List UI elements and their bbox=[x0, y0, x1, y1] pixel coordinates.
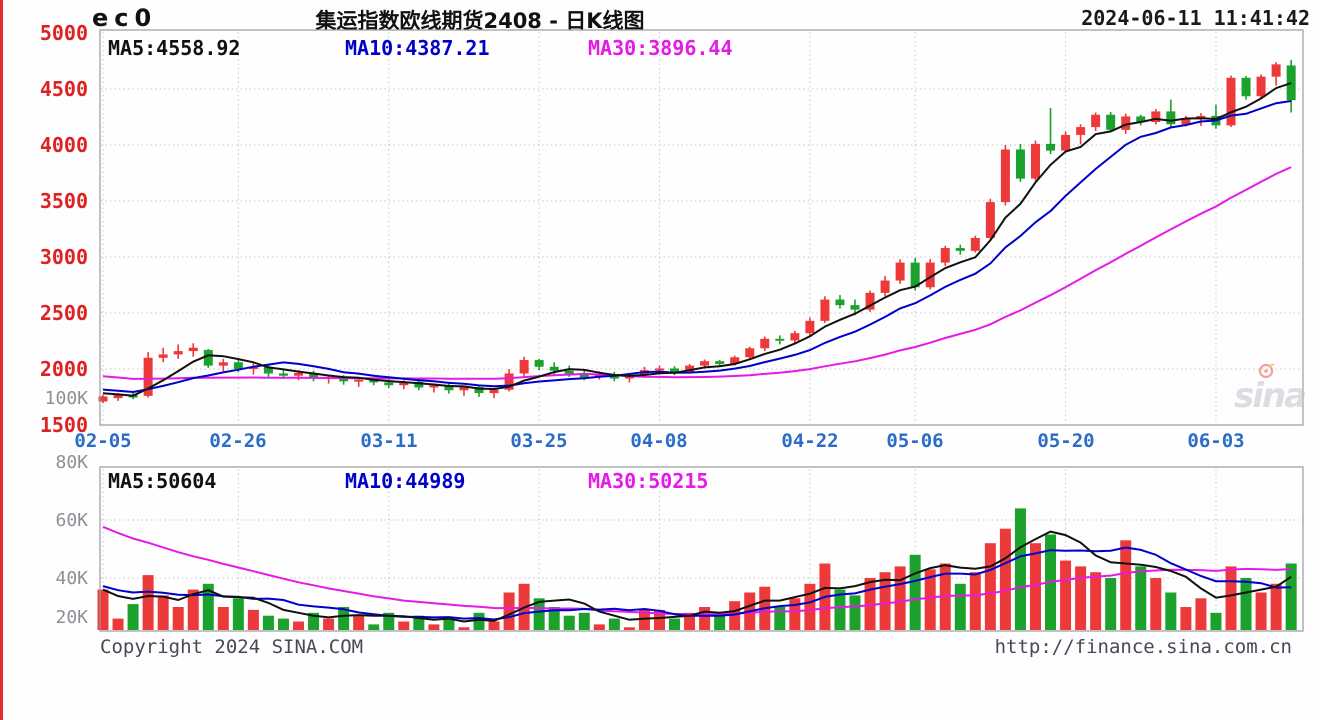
price-tick-label: 1500 bbox=[39, 413, 88, 437]
footer-copyright: Copyright 2024 SINA.COM bbox=[100, 636, 364, 658]
date-tick-label: 02-26 bbox=[209, 430, 267, 452]
price-tick-label: 2500 bbox=[39, 301, 88, 325]
price-ma30-label: MA30:3896.44 bbox=[588, 36, 733, 60]
date-tick-label: 04-22 bbox=[781, 430, 839, 452]
instrument-symbol: ec0 bbox=[92, 4, 158, 32]
date-tick-label: 02-05 bbox=[74, 430, 132, 452]
sina-watermark-text: sina bbox=[1234, 376, 1307, 416]
price-tick-label: 3000 bbox=[39, 245, 88, 269]
price-tick-label: 3500 bbox=[39, 189, 88, 213]
left-accent-bar bbox=[0, 0, 3, 720]
price-tick-label: 5000 bbox=[39, 21, 88, 45]
price-ma10-label: MA10:4387.21 bbox=[345, 36, 490, 60]
volume-tick-label: 80K bbox=[55, 452, 88, 473]
volume-ma10-label: MA10:44989 bbox=[345, 469, 466, 493]
date-tick-label: 05-06 bbox=[886, 430, 944, 452]
volume-tick-label: 20K bbox=[55, 607, 88, 628]
price-tick-label: 4500 bbox=[39, 77, 88, 101]
footer-url: http://finance.sina.com.cn bbox=[994, 636, 1292, 658]
price-ma5-label: MA5:4558.92 bbox=[108, 36, 241, 60]
date-tick-label: 06-03 bbox=[1187, 430, 1245, 452]
date-tick-label: 05-20 bbox=[1037, 430, 1095, 452]
sina-watermark: sina bbox=[1234, 362, 1314, 422]
sina-flame-icon bbox=[1258, 363, 1275, 378]
volume-tick-label: 60K bbox=[55, 510, 88, 531]
volume-100k-label: 100K bbox=[44, 388, 88, 409]
volume-ma5-label: MA5:50604 bbox=[108, 469, 217, 493]
price-tick-label: 4000 bbox=[39, 133, 88, 157]
price-tick-label: 2000 bbox=[39, 357, 88, 381]
date-tick-label: 04-08 bbox=[630, 430, 688, 452]
volume-tick-label: 40K bbox=[55, 568, 88, 589]
date-tick-label: 03-25 bbox=[510, 430, 568, 452]
chart-title: 集运指数欧线期货2408 - 日K线图 bbox=[315, 9, 645, 33]
volume-ma30-label: MA30:50215 bbox=[588, 469, 709, 493]
quote-timestamp: 2024-06-11 11:41:42 bbox=[1081, 6, 1310, 30]
date-tick-label: 03-11 bbox=[360, 430, 418, 452]
